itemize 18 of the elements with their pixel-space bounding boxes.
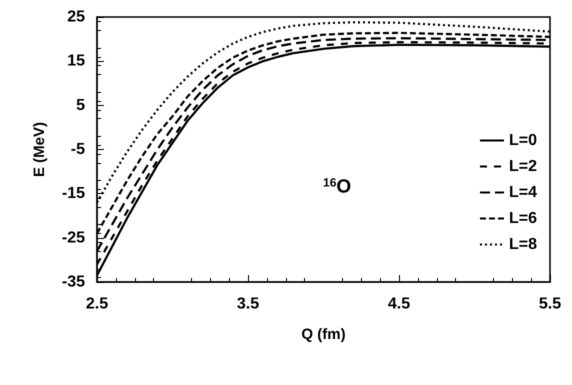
y-tick-label: -15	[62, 185, 86, 202]
x-tick-label: 3.5	[236, 296, 260, 312]
y-tick-label: 25	[67, 8, 86, 26]
legend-label: L=4	[508, 184, 538, 201]
legend-label: L=8	[508, 236, 538, 253]
legend-label: L=0	[508, 132, 538, 149]
x-tick-label: 2.5	[86, 296, 108, 312]
legend-label: L=6	[508, 210, 538, 227]
y-axis-title: E (MeV)	[31, 122, 48, 178]
legend-label: L=2	[508, 158, 538, 175]
x-tick-label: 4.5	[388, 296, 410, 312]
y-tick-label: -5	[70, 141, 86, 158]
y-tick-label: -35	[62, 274, 86, 290]
y-tick-label: -25	[62, 229, 86, 246]
y-tick-label: 5	[76, 96, 86, 114]
x-axis-title: Q (fm)	[301, 326, 346, 343]
y-tick-label: 15	[67, 52, 86, 70]
x-tick-label: 5.5	[538, 296, 562, 312]
